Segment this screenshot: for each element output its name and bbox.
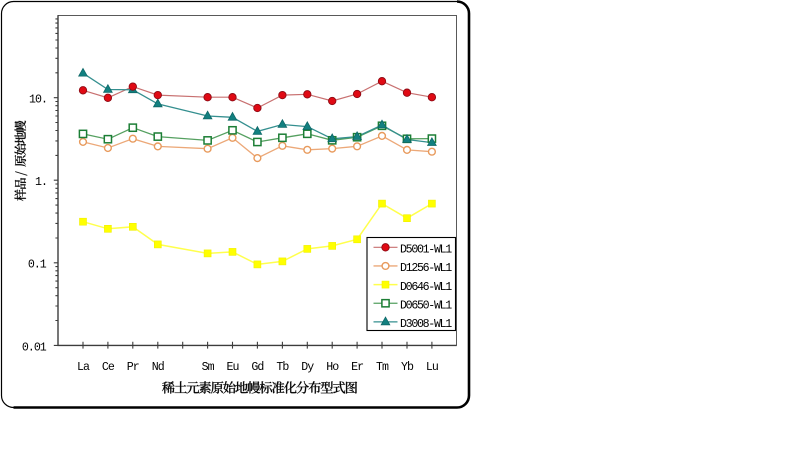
svg-text:D5001-WL1: D5001-WL1 — [400, 244, 452, 257]
svg-text:D0646-WL1: D0646-WL1 — [400, 281, 452, 294]
svg-text:Eu: Eu — [227, 361, 239, 374]
svg-text:0.1: 0.1 — [28, 259, 47, 272]
svg-text:Tm: Tm — [376, 361, 389, 374]
svg-text:Ce: Ce — [102, 361, 115, 374]
svg-text:D3008-WL1: D3008-WL1 — [400, 318, 452, 331]
svg-text:10.: 10. — [29, 94, 47, 107]
svg-text:Lu: Lu — [426, 361, 438, 374]
svg-text:0.01: 0.01 — [22, 341, 47, 354]
svg-text:1.: 1. — [35, 176, 47, 189]
svg-text:La: La — [77, 361, 90, 374]
svg-text:Er: Er — [351, 361, 363, 374]
svg-text:Dy: Dy — [301, 361, 314, 374]
svg-text:Nd: Nd — [152, 361, 164, 374]
svg-text:Ho: Ho — [326, 361, 339, 374]
svg-text:D0650-WL1: D0650-WL1 — [400, 299, 452, 312]
svg-text:Sm: Sm — [202, 361, 215, 374]
svg-text:Yb: Yb — [401, 361, 414, 374]
svg-text:Pr: Pr — [127, 361, 139, 374]
svg-text:D1256-WL1: D1256-WL1 — [400, 262, 452, 275]
svg-text:Gd: Gd — [251, 361, 263, 374]
svg-text:Tb: Tb — [276, 361, 289, 374]
